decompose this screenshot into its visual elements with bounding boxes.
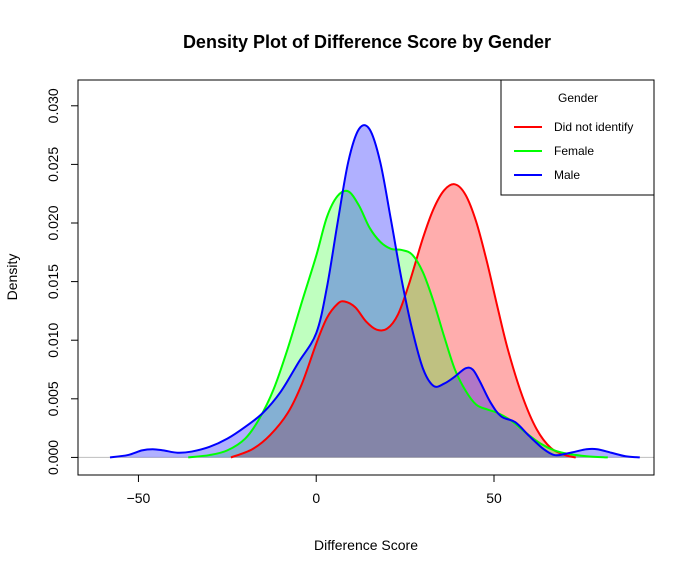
x-tick-label: −50 [127,490,151,506]
chart-title: Density Plot of Difference Score by Gend… [183,32,551,52]
legend-title: Gender [558,91,598,105]
y-tick-label: 0.000 [45,440,61,475]
plot-area [78,124,654,459]
x-axis-label: Difference Score [314,537,418,553]
density-fill-female [188,190,608,458]
x-tick-label: 0 [312,490,320,506]
y-tick-label: 0.005 [45,381,61,416]
y-axis: 0.000 0.005 0.010 0.015 0.020 0.025 0.030 [45,88,79,475]
y-axis-label: Density [4,254,20,301]
density-line-male [109,124,640,459]
y-tick-label: 0.010 [45,322,61,357]
legend-label-female: Female [554,144,594,158]
x-tick-label: 50 [486,490,502,506]
y-tick-label: 0.015 [45,264,61,299]
density-fill-male [110,125,640,458]
legend-label-did-not-identify: Did not identify [554,120,633,134]
y-tick-label: 0.030 [45,88,61,123]
density-fill-did-not-identify [230,184,576,458]
density-line-did-not-identify [230,183,576,459]
legend-label-male: Male [554,168,580,182]
x-axis: −50 0 50 [127,474,502,506]
y-tick-label: 0.025 [45,147,61,182]
y-tick-label: 0.020 [45,205,61,240]
legend: Gender Did not identify Female Male [500,79,655,196]
